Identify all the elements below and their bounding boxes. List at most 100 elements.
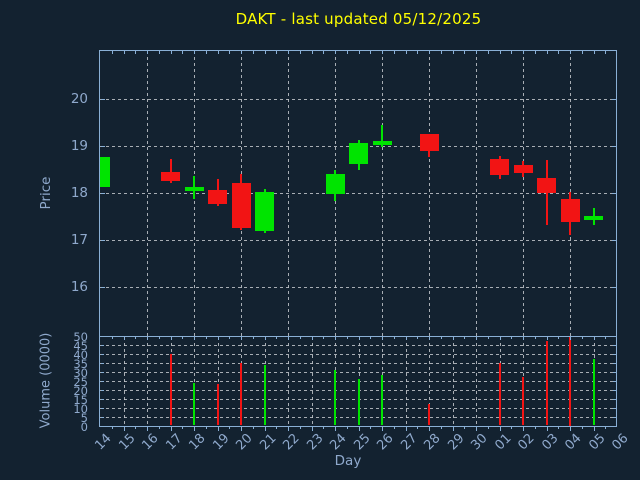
volume-tick-label: 5	[80, 410, 88, 425]
axis-tick	[252, 51, 254, 54]
axis-tick	[158, 51, 160, 54]
day-tick-label: 14	[92, 431, 115, 454]
volume-tick-label: 10	[73, 401, 88, 416]
axis-tick	[429, 51, 430, 54]
axis-tick	[288, 337, 289, 340]
day-tick-label: 01	[491, 431, 515, 454]
axis-tick	[558, 51, 560, 54]
axis-tick	[440, 337, 442, 339]
chart-title: DAKT - last updated 05/12/2025	[235, 10, 482, 28]
volume-axis-tick	[101, 380, 104, 382]
axis-tick	[264, 51, 266, 54]
axis-tick	[440, 427, 442, 429]
volume-tick-label: 35	[73, 356, 88, 371]
volume-axis-tick	[101, 344, 104, 346]
day-tick-label: 28	[421, 431, 444, 454]
axis-tick	[405, 337, 407, 340]
candle-body	[419, 133, 439, 151]
volume-axis-tick	[613, 407, 616, 409]
axis-tick	[546, 427, 548, 431]
axis-tick	[499, 337, 501, 340]
candle-wick	[169, 158, 172, 183]
volume-axis-tick	[101, 398, 104, 400]
volume-axis-tick	[613, 344, 616, 346]
candle-body	[584, 215, 603, 220]
axis-tick	[429, 337, 430, 340]
axis-tick	[229, 51, 231, 54]
axis-tick	[252, 427, 254, 429]
axis-tick	[323, 427, 325, 429]
volume-axis-tick	[613, 336, 616, 337]
price-axis-tick	[101, 98, 105, 100]
axis-tick	[288, 427, 289, 431]
volume-vgridline	[288, 337, 289, 426]
volume-vgridline	[123, 337, 125, 426]
axis-tick	[581, 337, 583, 339]
axis-tick	[429, 427, 430, 431]
volume-bar	[357, 378, 360, 426]
axis-tick	[593, 337, 595, 340]
axis-tick	[382, 337, 383, 340]
axis-tick	[123, 427, 125, 431]
axis-tick	[417, 427, 419, 429]
axis-tick	[158, 337, 160, 339]
volume-vgridline	[429, 337, 430, 426]
candle-body	[325, 173, 345, 194]
axis-tick	[335, 427, 336, 431]
axis-tick	[135, 427, 137, 429]
axis-tick	[311, 51, 313, 54]
volume-bar	[240, 362, 242, 426]
price-axis-tick	[101, 240, 105, 241]
volume-vgridline	[452, 337, 454, 426]
candle-body	[513, 165, 533, 174]
volume-tick-label: 40	[73, 347, 88, 362]
axis-tick	[534, 337, 536, 339]
volume-bar	[169, 353, 172, 426]
price-vgridline	[288, 51, 289, 336]
axis-tick	[205, 337, 207, 339]
volume-axis-tick	[613, 362, 616, 364]
axis-tick	[452, 51, 454, 54]
axis-tick	[476, 427, 477, 431]
axis-tick	[323, 51, 325, 54]
price-vgridline	[429, 51, 430, 336]
axis-tick	[123, 51, 125, 54]
volume-axis-tick	[101, 425, 104, 427]
axis-tick	[534, 427, 536, 429]
axis-tick	[323, 337, 325, 339]
axis-tick	[499, 51, 501, 54]
axis-tick	[241, 51, 242, 54]
axis-tick	[276, 427, 278, 429]
axis-tick	[546, 51, 548, 54]
price-tick-label: 17	[70, 232, 88, 248]
day-tick-label: 22	[280, 431, 303, 454]
volume-bar	[216, 384, 219, 426]
axis-tick	[229, 427, 231, 429]
day-tick-label: 05	[585, 431, 609, 454]
price-axis-tick	[612, 98, 616, 100]
volume-vgridline	[311, 337, 313, 426]
axis-tick	[487, 51, 489, 54]
price-vgridline	[523, 51, 524, 336]
axis-tick	[523, 337, 524, 340]
axis-tick	[264, 337, 266, 340]
candle-body	[490, 159, 509, 175]
price-vgridline	[476, 51, 477, 336]
axis-tick	[382, 51, 383, 54]
day-tick-label: 15	[115, 431, 139, 454]
axis-tick	[593, 51, 595, 54]
axis-tick	[217, 51, 219, 54]
volume-axis-tick	[613, 353, 616, 355]
axis-tick	[570, 427, 571, 431]
axis-tick	[158, 427, 160, 429]
axis-tick	[581, 51, 583, 54]
axis-tick	[546, 337, 548, 340]
volume-bar	[334, 370, 336, 426]
axis-tick	[241, 427, 242, 431]
axis-tick	[417, 51, 419, 54]
price-tick-label: 16	[70, 279, 88, 296]
axis-tick	[370, 51, 372, 54]
axis-tick	[111, 51, 113, 54]
axis-tick	[476, 337, 477, 340]
